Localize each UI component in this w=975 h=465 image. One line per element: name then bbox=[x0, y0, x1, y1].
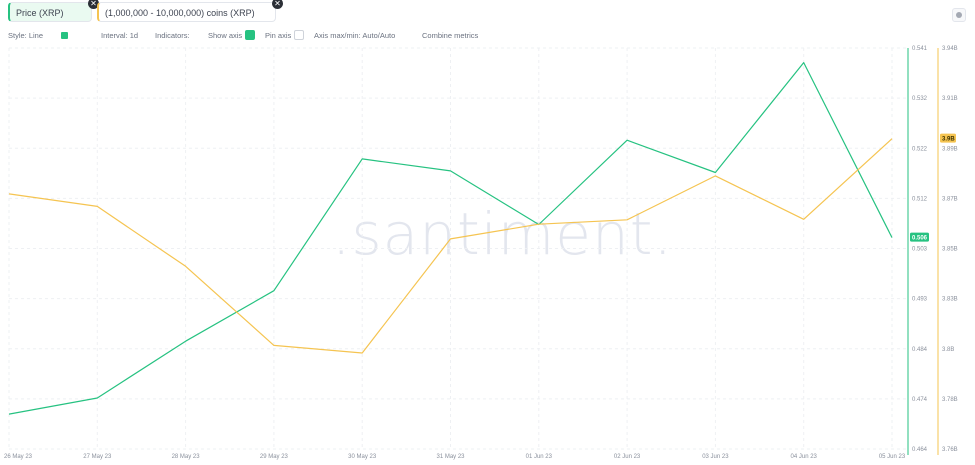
close-icon[interactable]: ✕ bbox=[272, 0, 283, 9]
settings-icon[interactable] bbox=[952, 8, 966, 22]
y-left-tick-label: 0.493 bbox=[912, 297, 928, 303]
metric-tag-price[interactable]: Price (XRP) ✕ bbox=[8, 0, 99, 22]
y-left-tick-label: 0.512 bbox=[912, 196, 928, 202]
y-right-tick-label: 3.89B bbox=[942, 146, 958, 152]
santiment-watermark: .santiment. bbox=[332, 200, 673, 268]
x-tick-label: 02 Jun 23 bbox=[614, 454, 641, 460]
style-control[interactable]: Style: Line bbox=[8, 31, 44, 40]
y-right-tick-label: 3.8B bbox=[942, 347, 954, 353]
price-line bbox=[8, 61, 893, 415]
y-left-tick-label: 0.474 bbox=[912, 397, 928, 403]
x-tick-label: 29 May 23 bbox=[260, 454, 289, 460]
y-right-tick-label: 3.78B bbox=[942, 397, 958, 403]
x-tick-label: 27 May 23 bbox=[83, 454, 112, 460]
pin-axis-checkbox[interactable] bbox=[294, 30, 304, 40]
holders-line bbox=[8, 138, 893, 354]
show-axis-checkbox[interactable] bbox=[245, 30, 255, 40]
price-current-label: 0.506 bbox=[912, 236, 928, 242]
x-tick-label: 31 May 23 bbox=[436, 454, 465, 460]
indicators-control[interactable]: Indicators: bbox=[155, 31, 190, 40]
x-tick-label: 28 May 23 bbox=[172, 454, 201, 460]
metric-tag-holders-label: (1,000,000 - 10,000,000) coins (XRP) bbox=[105, 8, 255, 18]
metric-tag-holders[interactable]: (1,000,000 - 10,000,000) coins (XRP) ✕ bbox=[97, 0, 283, 22]
metric-tag-price-label: Price (XRP) bbox=[16, 8, 64, 18]
holders-current-badge bbox=[940, 133, 956, 143]
holders-current-label: 3.9B bbox=[942, 137, 955, 143]
price-current-badge bbox=[910, 232, 929, 242]
y-right-tick-label: 3.87B bbox=[942, 196, 958, 202]
y-right-tick-label: 3.85B bbox=[942, 247, 958, 253]
x-tick-label: 26 May 23 bbox=[4, 454, 33, 460]
close-icon[interactable]: ✕ bbox=[88, 0, 99, 9]
y-left-tick-label: 0.484 bbox=[912, 347, 928, 353]
y-left-tick-label: 0.522 bbox=[912, 146, 928, 152]
x-tick-label: 03 Jun 23 bbox=[702, 454, 729, 460]
y-left-tick-label: 0.541 bbox=[912, 46, 928, 52]
x-tick-label: 30 May 23 bbox=[348, 454, 377, 460]
y-right-tick-label: 3.76B bbox=[942, 447, 958, 453]
x-tick-label: 01 Jun 23 bbox=[526, 454, 553, 460]
axis-minmax-control[interactable]: Axis max/min: Auto/Auto bbox=[314, 31, 396, 40]
y-right-tick-label: 3.91B bbox=[942, 96, 958, 102]
x-tick-label: 05 Jun 23 bbox=[879, 454, 906, 460]
y-right-tick-label: 3.94B bbox=[942, 46, 958, 52]
combine-metrics-button[interactable]: Combine metrics bbox=[422, 31, 479, 40]
y-right-tick-label: 3.83B bbox=[942, 297, 958, 303]
interval-control[interactable]: Interval: 1d bbox=[101, 31, 139, 40]
y-left-tick-label: 0.532 bbox=[912, 96, 928, 102]
y-left-tick-label: 0.503 bbox=[912, 247, 928, 253]
line-color-swatch[interactable] bbox=[61, 32, 68, 39]
pin-axis-label: Pin axis bbox=[265, 31, 292, 40]
show-axis-label: Show axis bbox=[208, 31, 243, 40]
y-left-tick-label: 0.464 bbox=[912, 447, 928, 453]
x-tick-label: 04 Jun 23 bbox=[791, 454, 818, 460]
